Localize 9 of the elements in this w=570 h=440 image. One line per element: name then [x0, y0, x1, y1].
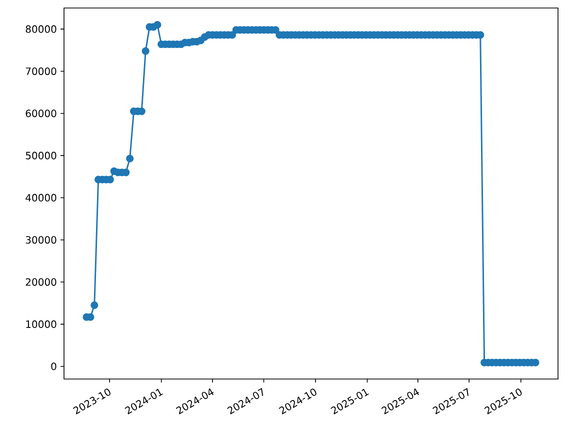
y-tick-label: 80000	[26, 25, 56, 33]
y-tick-label: 70000	[26, 67, 56, 76]
y-tick-label: 40000	[26, 194, 56, 202]
y-tick-label: 20000	[26, 278, 56, 286]
y-tick-label: 0	[51, 362, 56, 370]
y-tick-label: 10000	[26, 320, 56, 328]
y-tick-label: 60000	[26, 110, 56, 118]
y-tick-label: 30000	[26, 236, 56, 244]
y-tick-label: 50000	[26, 152, 56, 160]
